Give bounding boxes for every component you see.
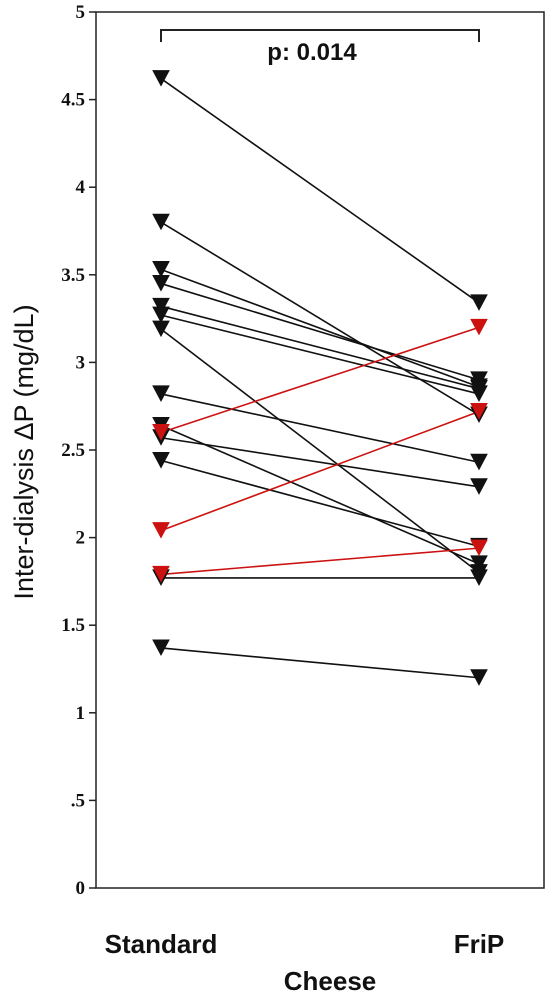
data-point-marker	[152, 275, 170, 292]
paired-line	[160, 424, 480, 565]
data-point-marker	[470, 569, 488, 586]
paired-line	[160, 647, 480, 679]
data-point-marker	[470, 402, 488, 420]
paired-line	[160, 547, 480, 576]
y-tick-label: 4.5	[61, 90, 85, 111]
data-point-marker	[152, 261, 170, 278]
y-tick-label: .5	[71, 790, 85, 811]
data-point-marker	[152, 297, 170, 315]
y-tick-label: 5	[76, 2, 86, 23]
data-point-marker	[470, 318, 488, 336]
p-value-annotation: p: 0.014	[267, 39, 357, 66]
y-axis-ticks: 0 .5 1 1.5 2 2.5 3 3.5 4 4.5 5	[61, 2, 96, 899]
paired-line	[160, 393, 480, 464]
y-tick-label: 3	[76, 352, 86, 373]
y-tick-label: 0	[76, 878, 86, 899]
y-tick-label: 4	[76, 177, 86, 198]
data-lines	[160, 77, 480, 679]
data-point-marker	[470, 385, 488, 402]
data-point-marker	[152, 320, 170, 338]
data-point-marker	[470, 294, 488, 311]
paired-line	[160, 314, 480, 395]
y-tick-label: 1	[76, 703, 86, 724]
paired-line	[160, 459, 480, 548]
paired-line	[160, 268, 480, 388]
x-axis-title: Cheese	[284, 966, 377, 996]
y-tick-label: 3.5	[61, 265, 85, 286]
paired-line	[160, 282, 480, 381]
data-point-marker	[152, 213, 170, 231]
paired-line	[160, 221, 480, 416]
y-tick-label: 2	[76, 528, 86, 549]
data-point-marker	[470, 478, 488, 495]
data-point-marker	[152, 522, 170, 539]
data-point-marker	[152, 639, 170, 657]
data-point-marker	[470, 669, 488, 686]
paired-line	[160, 77, 480, 304]
category-label-frip: FriP	[454, 929, 505, 959]
data-point-marker	[470, 453, 488, 471]
data-point-marker	[152, 565, 170, 583]
paired-line	[160, 410, 480, 532]
y-tick-label: 2.5	[61, 440, 85, 461]
data-point-marker	[152, 423, 170, 441]
data-point-marker	[470, 539, 488, 557]
data-point-marker	[152, 70, 170, 87]
paired-line	[160, 305, 480, 390]
y-tick-label: 1.5	[61, 615, 85, 636]
significance-bracket	[160, 29, 480, 42]
y-axis-title: Inter-dialysis ΔP (mg/dL)	[9, 304, 39, 599]
paired-line	[160, 326, 480, 434]
data-markers	[152, 70, 488, 686]
data-point-marker	[152, 452, 170, 469]
category-label-standard: Standard	[105, 929, 218, 959]
data-point-marker	[152, 385, 170, 402]
data-point-marker	[470, 371, 488, 388]
data-point-marker	[152, 306, 170, 324]
paired-line	[160, 436, 480, 488]
